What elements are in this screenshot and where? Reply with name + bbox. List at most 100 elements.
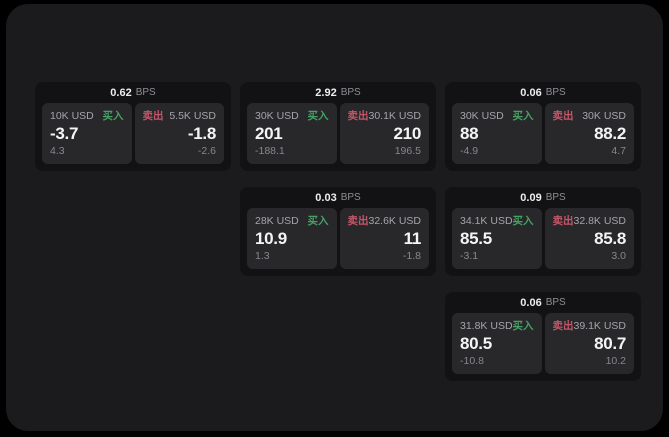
quote-card: 0.62 BPS 10K USD 买入 -3.7 4.3 卖出 5.5K USD… xyxy=(35,82,231,171)
buy-quote-tile[interactable]: 30K USD 买入 88 -4.9 xyxy=(452,103,542,164)
spread-value: 0.09 xyxy=(520,191,542,204)
buy-price: -3.7 xyxy=(50,123,79,143)
buy-amount: 31.8K USD xyxy=(460,320,513,332)
sell-change: -1.8 xyxy=(402,250,421,262)
sell-price: -1.8 xyxy=(187,123,216,143)
buy-change: -188.1 xyxy=(255,145,285,157)
quote-body: 34.1K USD 买入 85.5 -3.1 卖出 32.8K USD 85.8… xyxy=(445,208,641,269)
spread-header: 0.06 BPS xyxy=(445,292,641,313)
sell-amount: 5.5K USD xyxy=(169,110,216,122)
spread-header: 0.62 BPS xyxy=(35,82,231,103)
quote-body: 30K USD 买入 201 -188.1 卖出 30.1K USD 210 1… xyxy=(240,103,436,164)
spread-header: 0.06 BPS xyxy=(445,82,641,103)
sell-change: 3.0 xyxy=(611,250,626,262)
bps-suffix-label: BPS xyxy=(545,87,566,98)
sell-side-label: 卖出 xyxy=(552,320,574,332)
sell-change: 196.5 xyxy=(394,145,421,157)
quote-body: 31.8K USD 买入 80.5 -10.8 卖出 39.1K USD 80.… xyxy=(445,313,641,374)
buy-amount: 10K USD xyxy=(50,110,94,122)
sell-top-row: 卖出 30.1K USD xyxy=(348,110,422,122)
sell-quote-tile[interactable]: 卖出 30.1K USD 210 196.5 xyxy=(339,103,429,164)
quote-card: 2.92 BPS 30K USD 买入 201 -188.1 卖出 30.1K … xyxy=(240,82,436,171)
buy-quote-tile[interactable]: 28K USD 买入 10.9 1.3 xyxy=(247,208,337,269)
sell-top-row: 卖出 30K USD xyxy=(553,110,627,122)
buy-price: 80.5 xyxy=(460,333,492,353)
buy-top-row: 30K USD 买入 xyxy=(255,110,329,122)
buy-quote-tile[interactable]: 30K USD 买入 201 -188.1 xyxy=(247,103,337,164)
sell-amount: 30.1K USD xyxy=(368,110,422,122)
quote-card: 0.06 BPS 31.8K USD 买入 80.5 -10.8 卖出 39.1… xyxy=(445,292,641,381)
sell-change: 4.7 xyxy=(611,145,626,157)
quotes-panel: 0.62 BPS 10K USD 买入 -3.7 4.3 卖出 5.5K USD… xyxy=(6,4,663,431)
buy-price: 10.9 xyxy=(255,228,287,248)
buy-price: 201 xyxy=(255,123,283,143)
quote-card: 0.06 BPS 30K USD 买入 88 -4.9 卖出 30K USD 8… xyxy=(445,82,641,171)
buy-side-label: 买入 xyxy=(102,110,124,122)
spread-header: 0.03 BPS xyxy=(240,187,436,208)
spread-header: 2.92 BPS xyxy=(240,82,436,103)
sell-quote-tile[interactable]: 卖出 32.6K USD 11 -1.8 xyxy=(339,208,429,269)
buy-price: 88 xyxy=(460,123,479,143)
buy-amount: 28K USD xyxy=(255,215,299,227)
sell-side-label: 卖出 xyxy=(347,110,369,122)
bps-suffix-label: BPS xyxy=(135,87,156,98)
bps-suffix-label: BPS xyxy=(340,87,361,98)
spread-value: 0.06 xyxy=(520,86,542,99)
buy-side-label: 买入 xyxy=(512,320,534,332)
sell-side-label: 卖出 xyxy=(347,215,369,227)
spread-value: 2.92 xyxy=(315,86,337,99)
sell-quote-tile[interactable]: 卖出 32.8K USD 85.8 3.0 xyxy=(544,208,634,269)
sell-side-label: 卖出 xyxy=(552,110,574,122)
buy-change: 1.3 xyxy=(255,250,270,262)
sell-amount: 30K USD xyxy=(582,110,626,122)
buy-change: -4.9 xyxy=(460,145,479,157)
buy-change: -3.1 xyxy=(460,250,479,262)
buy-top-row: 34.1K USD 买入 xyxy=(460,215,534,227)
sell-price: 88.2 xyxy=(594,123,626,143)
bps-suffix-label: BPS xyxy=(545,192,566,203)
sell-amount: 32.8K USD xyxy=(573,215,627,227)
sell-price: 11 xyxy=(403,228,422,248)
sell-top-row: 卖出 5.5K USD xyxy=(143,110,217,122)
buy-quote-tile[interactable]: 10K USD 买入 -3.7 4.3 xyxy=(42,103,132,164)
buy-top-row: 28K USD 买入 xyxy=(255,215,329,227)
buy-change: -10.8 xyxy=(460,355,484,367)
buy-price: 85.5 xyxy=(460,228,492,248)
buy-side-label: 买入 xyxy=(512,215,534,227)
spread-header: 0.09 BPS xyxy=(445,187,641,208)
sell-price: 80.7 xyxy=(594,333,626,353)
sell-change: -2.6 xyxy=(197,145,216,157)
sell-price: 210 xyxy=(393,123,422,143)
buy-top-row: 31.8K USD 买入 xyxy=(460,320,534,332)
buy-side-label: 买入 xyxy=(307,215,329,227)
quote-card: 0.09 BPS 34.1K USD 买入 85.5 -3.1 卖出 32.8K… xyxy=(445,187,641,276)
sell-top-row: 卖出 39.1K USD xyxy=(553,320,627,332)
spread-value: 0.62 xyxy=(110,86,132,99)
buy-amount: 30K USD xyxy=(255,110,299,122)
sell-price: 85.8 xyxy=(594,228,626,248)
sell-quote-tile[interactable]: 卖出 30K USD 88.2 4.7 xyxy=(544,103,634,164)
buy-top-row: 30K USD 买入 xyxy=(460,110,534,122)
buy-change: 4.3 xyxy=(50,145,65,157)
spread-value: 0.03 xyxy=(315,191,337,204)
buy-amount: 30K USD xyxy=(460,110,504,122)
sell-side-label: 卖出 xyxy=(552,215,574,227)
buy-quote-tile[interactable]: 34.1K USD 买入 85.5 -3.1 xyxy=(452,208,542,269)
buy-quote-tile[interactable]: 31.8K USD 买入 80.5 -10.8 xyxy=(452,313,542,374)
quote-body: 10K USD 买入 -3.7 4.3 卖出 5.5K USD -1.8 -2.… xyxy=(35,103,231,164)
sell-quote-tile[interactable]: 卖出 5.5K USD -1.8 -2.6 xyxy=(134,103,224,164)
buy-amount: 34.1K USD xyxy=(460,215,513,227)
buy-top-row: 10K USD 买入 xyxy=(50,110,124,122)
quote-card: 0.03 BPS 28K USD 买入 10.9 1.3 卖出 32.6K US… xyxy=(240,187,436,276)
sell-top-row: 卖出 32.6K USD xyxy=(348,215,422,227)
quote-body: 30K USD 买入 88 -4.9 卖出 30K USD 88.2 4.7 xyxy=(445,103,641,164)
buy-side-label: 买入 xyxy=(512,110,534,122)
sell-amount: 32.6K USD xyxy=(368,215,422,227)
sell-side-label: 卖出 xyxy=(142,110,164,122)
bps-suffix-label: BPS xyxy=(340,192,361,203)
quote-body: 28K USD 买入 10.9 1.3 卖出 32.6K USD 11 -1.8 xyxy=(240,208,436,269)
sell-quote-tile[interactable]: 卖出 39.1K USD 80.7 10.2 xyxy=(544,313,634,374)
buy-side-label: 买入 xyxy=(307,110,329,122)
sell-top-row: 卖出 32.8K USD xyxy=(553,215,627,227)
sell-amount: 39.1K USD xyxy=(573,320,627,332)
